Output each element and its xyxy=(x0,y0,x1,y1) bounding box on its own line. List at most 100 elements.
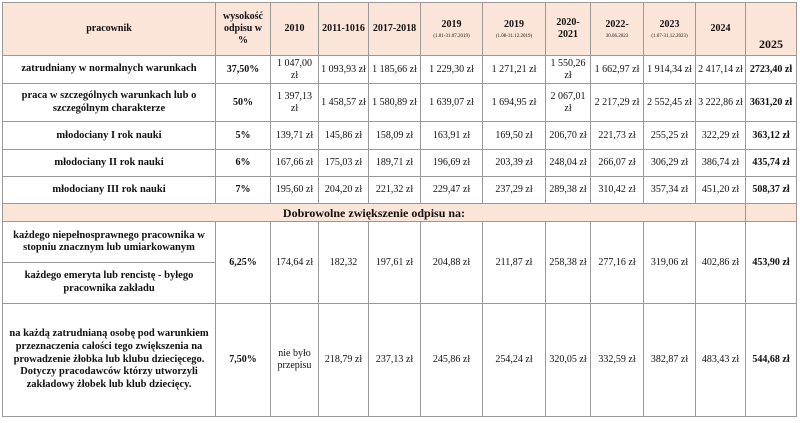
percent-cell: 50% xyxy=(215,83,271,123)
percent-cell: 37,50% xyxy=(215,55,271,85)
label-split: każdego niepełnosprawnego pracownika w s… xyxy=(3,222,215,302)
value-cell: 435,74 zł xyxy=(745,149,797,178)
value-cell: 357,34 zł xyxy=(643,176,696,205)
header-cell: wysokość odpisu w % xyxy=(215,1,271,57)
value-cell: 277,16 zł xyxy=(590,221,644,304)
header-cell: 2019 (1.01-31.07.2019) xyxy=(420,1,483,57)
value-cell: 310,42 zł xyxy=(590,176,644,205)
value-cell: 195,60 zł xyxy=(270,176,319,205)
header-note: (1.08-31.12.2019) xyxy=(495,33,533,39)
value-cell: 508,37 zł xyxy=(745,176,797,205)
table-body: pracownik wysokość odpisu w % 2010 2011-101… xyxy=(2,1,797,418)
value-cell: 175,03 zł xyxy=(318,149,369,178)
value-cell: 169,50 zł xyxy=(482,121,546,151)
value-cell: 196,69 zł xyxy=(420,149,483,178)
value-cell: 1 662,97 zł xyxy=(590,55,644,85)
value-cell: 248,04 zł xyxy=(545,149,591,178)
value-cell: 451,20 zł xyxy=(695,176,746,205)
header-label: pracownik xyxy=(86,23,132,35)
value-cell: 1 639,07 zł xyxy=(420,83,483,123)
value-cell: 139,71 zł xyxy=(270,121,319,151)
row-label: na każdą zatrudnianą osobę pod warunkiem… xyxy=(9,328,209,390)
value-cell: 197,61 zł xyxy=(368,221,421,304)
row-label: każdego emeryta lub rencistę - byłego pr… xyxy=(3,262,215,303)
value-cell: 211,87 zł xyxy=(482,221,546,304)
value-cell: 203,39 zł xyxy=(482,149,546,178)
percent-cell: 5% xyxy=(215,121,271,151)
header-cell: 2010 xyxy=(270,1,319,57)
percent-cell: 6,25% xyxy=(215,221,271,304)
value-cell: 258,38 zł xyxy=(545,221,591,304)
header-cell: 2017-2018 xyxy=(368,1,421,57)
label-cell: młodociany III rok nauki xyxy=(2,176,216,205)
percent-cell: 7% xyxy=(215,176,271,205)
value-cell: 221,73 zł xyxy=(590,121,644,151)
header-note: 30.06.2023 xyxy=(605,33,629,39)
header-label: 2019 xyxy=(441,18,462,30)
header-label: 2023 xyxy=(659,18,680,30)
data-row: zatrudniany w normalnych warunkach 37,50%… xyxy=(2,55,797,85)
header-label: 2019 xyxy=(504,18,524,30)
value-cell: 163,91 zł xyxy=(420,121,483,151)
value-cell: 174,64 zł xyxy=(270,221,319,304)
value-cell: 255,25 zł xyxy=(643,121,696,151)
header-cell: 2022- 30.06.2023 xyxy=(590,1,644,57)
section-blank xyxy=(745,203,797,223)
label-cell: zatrudniany w normalnych warunkach xyxy=(2,55,216,85)
header-row: pracownik wysokość odpisu w % 2010 2011-101… xyxy=(2,1,797,57)
value-cell: 204,20 zł xyxy=(318,176,369,205)
section-row: Dobrowolne zwiększenie odpisu na: xyxy=(2,203,797,223)
value-cell: 1 047,00 zł xyxy=(270,55,319,85)
row-label: zatrudniany w normalnych warunkach xyxy=(21,63,197,75)
header-label: 2017-2018 xyxy=(372,23,417,35)
row-label: młodociany III rok nauki xyxy=(52,184,166,196)
value-cell: 544,68 zł xyxy=(745,302,797,418)
value-cell: 1 093,93 zł xyxy=(318,55,369,85)
header-note: (1.07-31.12.2023) xyxy=(651,33,688,39)
value-cell: 319,06 zł xyxy=(643,221,696,304)
row-label: młodociany I rok nauki xyxy=(56,129,162,141)
value-cell: 237,29 zł xyxy=(482,176,546,205)
label-cell: każdego niepełnosprawnego pracownika w s… xyxy=(2,221,216,304)
value-cell: 402,86 zł xyxy=(695,221,746,304)
value-cell: 167,66 zł xyxy=(270,149,319,178)
value-cell: 322,29 zł xyxy=(695,121,746,151)
value-cell: 483,43 zł xyxy=(695,302,746,418)
data-row: młodociany III rok nauki 7% 195,60 zł 204,2… xyxy=(2,176,797,205)
header-label: wysokość odpisu w % xyxy=(222,11,263,47)
value-cell: 1 550,26 zł xyxy=(545,55,591,85)
contribution-table: pracownik wysokość odpisu w % 2010 2011-101… xyxy=(2,1,797,418)
value-cell: 320,05 zł xyxy=(545,302,591,418)
value-cell: 229,47 zł xyxy=(420,176,483,205)
header-cell: pracownik xyxy=(2,1,216,57)
value-cell: 289,38 zł xyxy=(545,176,591,205)
value-cell: 221,32 zł xyxy=(368,176,421,205)
row-label: młodociany II rok nauki xyxy=(54,157,164,169)
header-label: 2010 xyxy=(284,23,305,35)
value-cell: 2 067,01 zł xyxy=(545,83,591,123)
value-cell: 145,86 zł xyxy=(318,121,369,151)
value-cell: 306,29 zł xyxy=(643,149,696,178)
value-cell: 204,88 zł xyxy=(420,221,483,304)
value-cell: 386,74 zł xyxy=(695,149,746,178)
data-row: młodociany II rok nauki 6% 167,66 zł 175,03… xyxy=(2,149,797,178)
data-row: każdego niepełnosprawnego pracownika w s… xyxy=(2,221,797,304)
data-row: na każdą zatrudnianą osobę pod warunkiem… xyxy=(2,302,797,418)
value-cell: 1 694,95 zł xyxy=(482,83,546,123)
header-cell: 2023 (1.07-31.12.2023) xyxy=(643,1,696,57)
value-cell: 1 914,34 zł xyxy=(643,55,696,85)
value-cell: 1 397,13 zł xyxy=(270,83,319,123)
value-cell: 189,71 zł xyxy=(368,149,421,178)
label-cell: praca w szczególnych warunkach lub o szc… xyxy=(2,83,216,123)
section-title: Dobrowolne zwiększenie odpisu na: xyxy=(2,203,746,223)
value-cell: 266,07 zł xyxy=(590,149,644,178)
value-cell: 2 217,29 zł xyxy=(590,83,644,123)
value-cell: 158,09 zł xyxy=(368,121,421,151)
percent-cell: 7,50% xyxy=(215,302,271,418)
value-cell: 254,24 zł xyxy=(482,302,546,418)
value-cell: 2 417,14 zł xyxy=(695,55,746,85)
row-label: praca w szczególnych warunkach lub o szc… xyxy=(21,90,197,114)
header-note: (1.01-31.07.2019) xyxy=(433,33,470,39)
value-cell: 218,79 zł xyxy=(318,302,369,418)
